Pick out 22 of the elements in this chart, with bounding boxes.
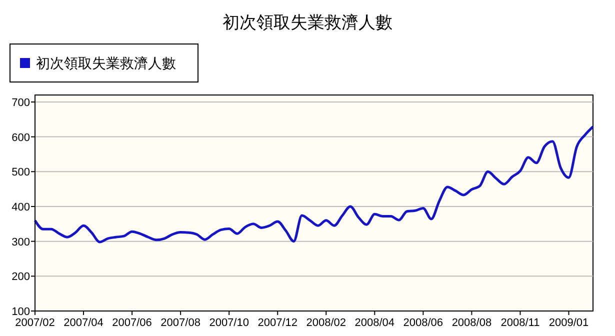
x-tick-label: 2007/02 — [15, 317, 55, 329]
y-tick-label: 600 — [12, 132, 30, 144]
x-tick-label: 2008/08 — [452, 317, 492, 329]
x-tick-label: 2008/02 — [306, 317, 346, 329]
legend-label: 初次領取失業救濟人數 — [36, 56, 176, 72]
y-tick-label: 200 — [12, 271, 30, 284]
y-tick-label: 100 — [12, 306, 30, 318]
y-tick-label: 500 — [12, 166, 30, 179]
y-tick-label: 700 — [12, 96, 30, 109]
chart-title: 初次領取失業救濟人數 — [222, 13, 392, 33]
y-tick-label: 300 — [12, 236, 30, 248]
line-series — [34, 125, 594, 244]
x-tick-label: 2007/06 — [112, 317, 152, 329]
x-tick-label: 2007/08 — [160, 317, 200, 329]
y-tick-label: 400 — [12, 201, 30, 214]
x-tick-label: 2008/06 — [403, 317, 444, 329]
x-tick-label: 2007/10 — [209, 317, 249, 329]
x-tick-label: 2007/12 — [258, 317, 298, 329]
x-tick-label: 2007/04 — [64, 317, 104, 329]
x-tick-label: 2008/04 — [354, 317, 395, 329]
x-tick-label: 2008/11 — [500, 317, 540, 329]
x-tick-label: 2009/01 — [548, 317, 589, 329]
